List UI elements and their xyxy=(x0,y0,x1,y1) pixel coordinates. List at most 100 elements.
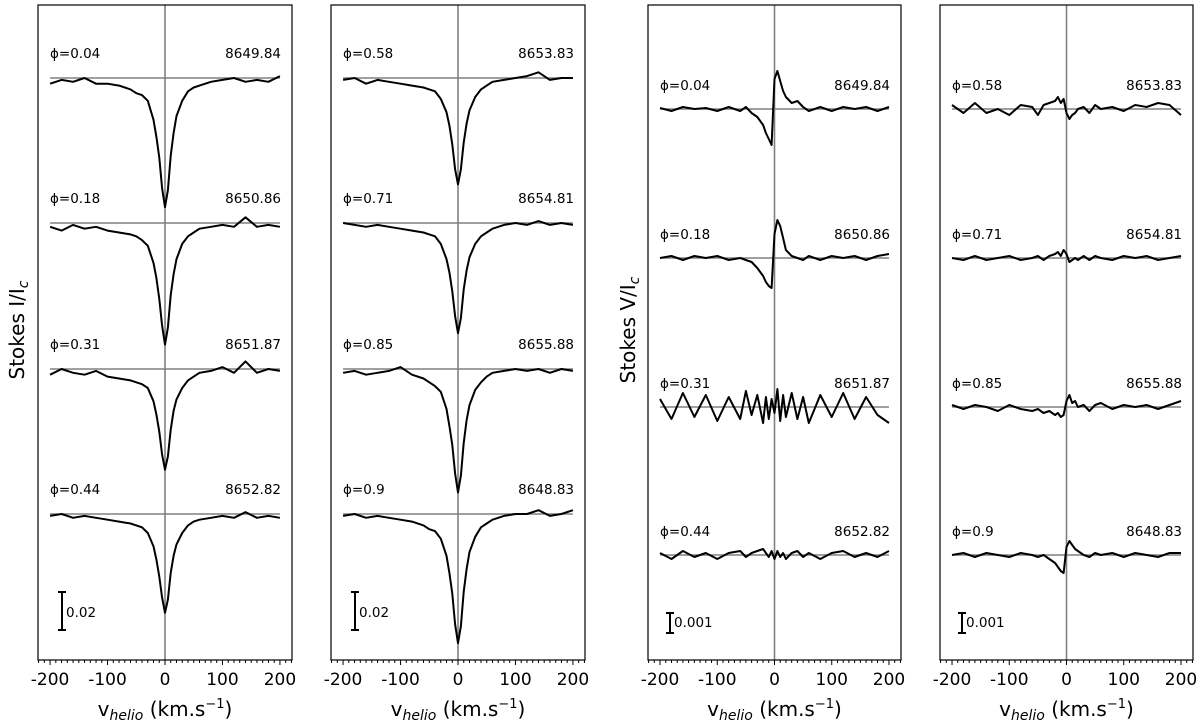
phase-label: ϕ=0.18 xyxy=(660,227,710,243)
scale-bar-label: 0.02 xyxy=(359,605,389,621)
x-axis-label-main: v xyxy=(707,697,719,721)
x-tick-label: -100 xyxy=(990,670,1029,690)
phase-label: ϕ=0.04 xyxy=(50,46,100,62)
wavelength-label: 8648.83 xyxy=(1126,524,1182,540)
y-axis-label-sub: c xyxy=(16,280,32,288)
wavelength-label: 8650.86 xyxy=(225,191,281,207)
spectrum-trace xyxy=(342,71,573,186)
spectrum-trace xyxy=(951,394,1182,418)
spectrum-trace xyxy=(659,70,890,146)
y-axis-label-main: Stokes I/I xyxy=(5,288,29,379)
x-tick-label: -200 xyxy=(641,670,680,690)
spectrum-trace xyxy=(342,509,574,645)
x-axis-label: vhelio (km.s−1) xyxy=(999,697,1134,724)
phase-label: ϕ=0.71 xyxy=(343,191,393,207)
wavelength-label: 8655.88 xyxy=(1126,376,1182,392)
x-tick-label: 0 xyxy=(453,670,464,690)
scale-bar: 0.02 xyxy=(351,591,389,631)
phase-label: ϕ=0.44 xyxy=(50,482,100,498)
x-axis-label-main: v xyxy=(98,697,110,721)
scale-bar-label: 0.02 xyxy=(66,605,96,621)
spectrum-trace xyxy=(659,388,890,424)
phase-label: ϕ=0.44 xyxy=(660,524,710,540)
wavelength-label: 8655.88 xyxy=(518,337,574,353)
scale-bar-label: 0.001 xyxy=(674,615,713,631)
x-axis-label-sup: −1 xyxy=(498,697,517,712)
x-tick-label: 0 xyxy=(769,670,780,690)
panel-1: ϕ=0.04 8649.84 ϕ=0.18 8650.86 ϕ=0.31 8651.87 ϕ… xyxy=(5,4,296,724)
x-tick-label: 100 xyxy=(206,670,238,690)
phase-label: ϕ=0.31 xyxy=(50,337,100,353)
x-axis-label-sub: helio xyxy=(719,708,753,724)
x-tick-label: -200 xyxy=(933,670,972,690)
x-tick-label: -200 xyxy=(31,670,70,690)
panel-3: ϕ=0.04 8649.84 ϕ=0.18 8650.86 ϕ=0.31 8651.87 ϕ… xyxy=(616,4,905,724)
x-axis-label-main: v xyxy=(999,697,1011,721)
x-axis-label-sup: −1 xyxy=(205,697,224,712)
x-axis-label-sub: helio xyxy=(110,708,144,724)
phase-label: ϕ=0.58 xyxy=(343,46,393,62)
spectrum-trace xyxy=(951,96,1182,120)
x-axis-label-close: ) xyxy=(225,697,233,721)
x-tick-label: 200 xyxy=(1165,670,1197,690)
x-axis-label-unit: (km.s xyxy=(1045,697,1107,721)
phase-label: ϕ=0.31 xyxy=(660,376,710,392)
wavelength-label: 8648.83 xyxy=(518,482,574,498)
x-axis-label-sup: −1 xyxy=(1107,697,1126,712)
phase-label: ϕ=0.04 xyxy=(660,78,710,94)
x-tick-label: -100 xyxy=(698,670,737,690)
x-axis-label-sub: helio xyxy=(403,708,437,724)
wavelength-label: 8654.81 xyxy=(1126,227,1182,243)
phase-label: ϕ=0.9 xyxy=(343,482,385,498)
phase-label: ϕ=0.71 xyxy=(952,227,1002,243)
spectrum-trace xyxy=(342,220,574,335)
spectrum-trace xyxy=(951,249,1182,263)
panel-4: ϕ=0.58 8653.83 ϕ=0.71 8654.81 ϕ=0.85 8655.88 ϕ… xyxy=(933,4,1197,724)
y-axis-label: Stokes V/Ic xyxy=(616,276,643,383)
spectrum-trace xyxy=(49,511,281,614)
wavelength-label: 8650.86 xyxy=(834,227,890,243)
x-axis-label: vhelio (km.s−1) xyxy=(707,697,842,724)
phase-label: ϕ=0.9 xyxy=(952,524,994,540)
phase-label: ϕ=0.85 xyxy=(952,376,1002,392)
x-tick-label: 100 xyxy=(499,670,531,690)
spectrum-trace xyxy=(342,366,574,494)
x-tick-label: 100 xyxy=(1108,670,1140,690)
wavelength-label: 8651.87 xyxy=(225,337,281,353)
phase-label: ϕ=0.85 xyxy=(343,337,393,353)
x-axis-label-sub: helio xyxy=(1011,708,1045,724)
spectrum-trace xyxy=(49,360,281,471)
x-axis-label-unit: (km.s xyxy=(436,697,498,721)
scale-bar: 0.001 xyxy=(666,612,713,634)
spectrum-trace xyxy=(49,216,281,346)
x-tick-label: -100 xyxy=(88,670,127,690)
wavelength-label: 8653.83 xyxy=(1126,78,1182,94)
scale-bar-label: 0.001 xyxy=(966,615,1005,631)
x-axis-label-close: ) xyxy=(1126,697,1134,721)
y-axis-label-main: Stokes V/I xyxy=(616,284,640,383)
wavelength-label: 8649.84 xyxy=(834,78,890,94)
x-tick-label: 200 xyxy=(557,670,589,690)
x-axis-label-sup: −1 xyxy=(815,697,834,712)
x-tick-label: -200 xyxy=(324,670,363,690)
wavelength-label: 8654.81 xyxy=(518,191,574,207)
phase-label: ϕ=0.18 xyxy=(50,191,100,207)
spectrum-trace xyxy=(49,75,281,209)
spectrum-trace xyxy=(659,548,890,560)
x-axis-label-close: ) xyxy=(834,697,842,721)
wavelength-label: 8649.84 xyxy=(225,46,281,62)
phase-label: ϕ=0.58 xyxy=(952,78,1002,94)
x-tick-label: 200 xyxy=(264,670,296,690)
scale-bar: 0.02 xyxy=(58,591,96,631)
spectrum-trace xyxy=(659,219,890,289)
x-axis-label-close: ) xyxy=(518,697,526,721)
scale-bar: 0.001 xyxy=(958,612,1005,634)
x-tick-label: 200 xyxy=(873,670,905,690)
x-axis-label-main: v xyxy=(391,697,403,721)
spectrum-trace xyxy=(951,540,1181,574)
x-tick-label: 100 xyxy=(816,670,848,690)
x-tick-label: 0 xyxy=(160,670,171,690)
wavelength-label: 8653.83 xyxy=(518,46,574,62)
x-axis-label-unit: (km.s xyxy=(753,697,815,721)
